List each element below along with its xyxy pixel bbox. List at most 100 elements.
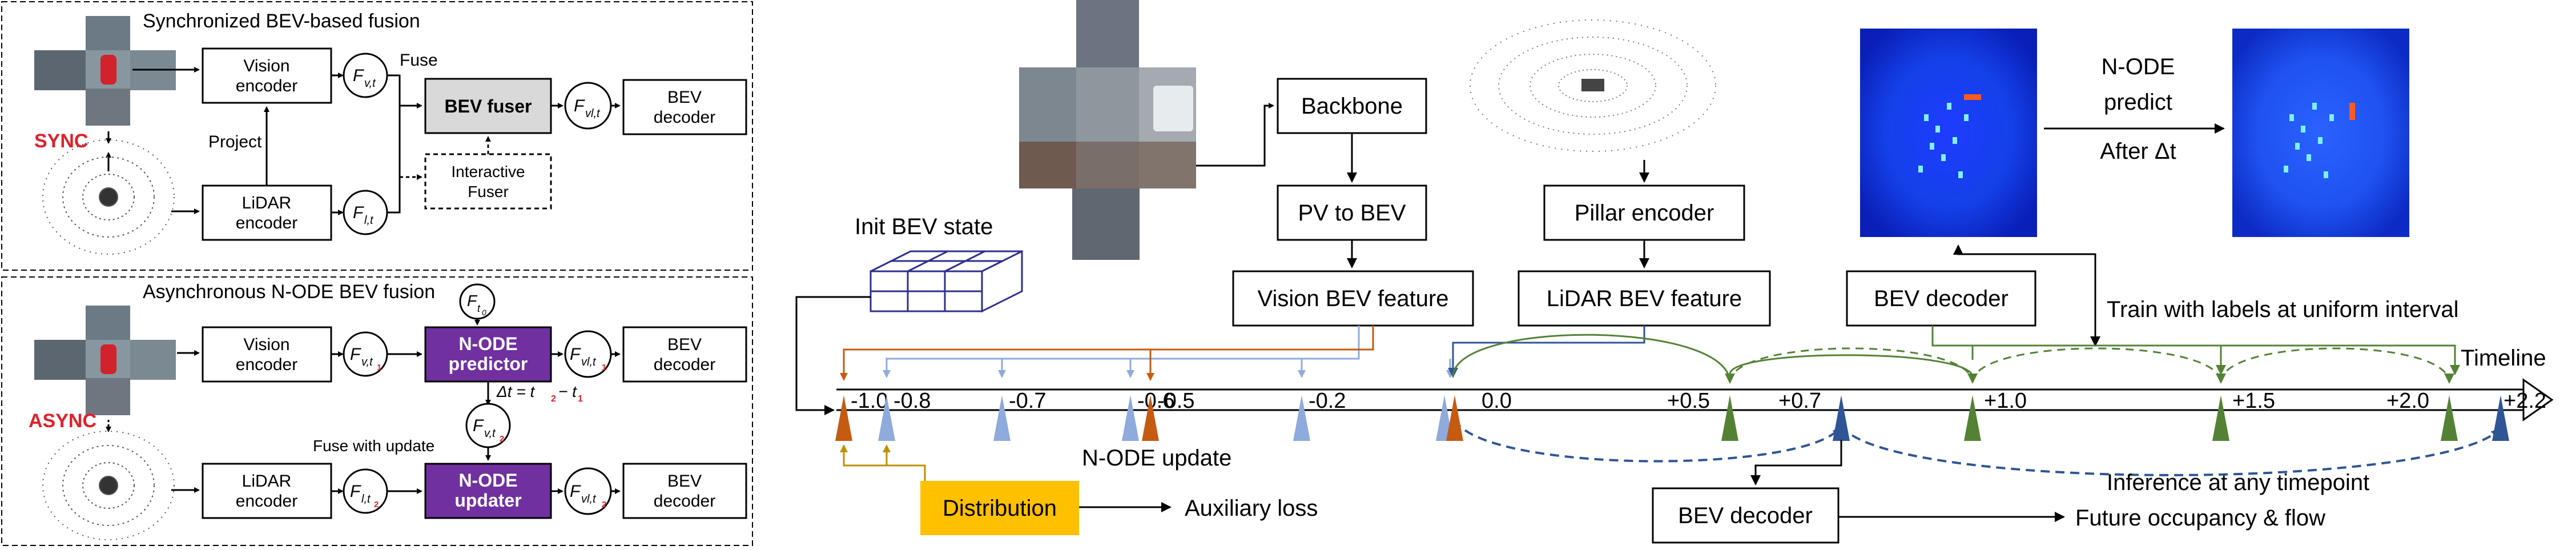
bev-decoder-top-label: BEV decoder xyxy=(1874,286,2009,311)
timeline-tick-label: -0.7 xyxy=(1009,389,1046,413)
timeline-tick-label: +0.5 xyxy=(1667,389,1710,413)
sync-fuse-label: Fuse xyxy=(400,51,438,70)
node-predict-l2: predict xyxy=(2104,90,2172,115)
timeline-ticks: -1.0 -0.8 -0.7 -0.6-0.5 -0.2 0.0 +0.5 +0.7 +1.0 +… xyxy=(835,389,2546,441)
async-bev-decoder-2-l2: decoder xyxy=(654,492,715,511)
sync-f-vt-sub: v,t xyxy=(364,77,376,90)
timeline-tick-label: +1.5 xyxy=(2232,389,2275,413)
async-f-vlt1-main: F xyxy=(570,345,581,364)
async-delta-t-sub1: 1 xyxy=(578,394,583,404)
timeline-tick-label: -1.0 xyxy=(851,389,888,413)
async-f-lt2-subsub: 2 xyxy=(374,500,379,509)
sync-bev-decoder-l1: BEV xyxy=(667,88,702,107)
sync-vision-encoder-l2: encoder xyxy=(236,77,297,95)
async-f-t0-sub: t xyxy=(477,303,481,314)
lidar-point-cloud xyxy=(1470,19,1716,152)
async-bev-decoder-1-l2: decoder xyxy=(654,355,715,374)
sync-vision-encoder-l1: Vision xyxy=(243,57,289,75)
async-fuse-with-update: Fuse with update xyxy=(313,437,434,455)
async-f-vt1-main: F xyxy=(350,345,361,364)
async-lidar-encoder xyxy=(202,463,332,519)
distribution-box xyxy=(920,481,1079,535)
train-labels-label: Train with labels at uniform interval xyxy=(2107,297,2459,322)
sync-project-label: Project xyxy=(208,133,262,151)
async-delta-t: Δt = t xyxy=(496,383,535,400)
sync-lidar-scan xyxy=(42,139,175,255)
timeline-tick-label: +2.2 xyxy=(2503,389,2546,413)
distribution-label: Distribution xyxy=(943,496,1057,521)
timeline-tick-label: +0.7 xyxy=(1778,389,1821,413)
async-lidar-encoder-l1: LiDAR xyxy=(242,472,292,491)
bev-decoder-bottom-label: BEV decoder xyxy=(1678,503,1813,528)
camera-image-collage xyxy=(1019,0,1196,260)
sync-lidar-encoder-l1: LiDAR xyxy=(242,194,292,212)
async-f-vt2-main: F xyxy=(473,416,484,435)
sync-f-vlt-sub: vl,t xyxy=(585,107,601,120)
label-marker xyxy=(2441,395,2458,441)
async-f-vlt2-main: F xyxy=(570,482,581,501)
bev-heatmap-current xyxy=(1860,29,2037,237)
timeline: Timeline xyxy=(836,346,2554,421)
label-marker xyxy=(2212,395,2229,441)
async-f-vlt2-sub: vl,t xyxy=(581,493,597,505)
sync-bev-decoder-l2: decoder xyxy=(654,108,715,127)
sync-interactive-fuser-l1: Interactive xyxy=(451,163,525,180)
async-delta-t-minus: − t xyxy=(558,383,577,400)
async-f-vt1-subsub: 1 xyxy=(377,363,381,372)
vision-marker xyxy=(993,395,1011,441)
timeline-tick-label: 0.0 xyxy=(1482,389,1512,413)
sync-f-vlt-main: F xyxy=(574,97,585,115)
sync-interactive-fuser xyxy=(424,153,552,210)
pv-to-bev-box xyxy=(1277,184,1427,241)
sync-f-vt-main: F xyxy=(353,66,364,85)
inference-any-label: Inference at any timepoint xyxy=(2107,470,2369,495)
sync-bev-decoder xyxy=(622,79,747,135)
bev-decoder-bottom-box xyxy=(1652,487,1840,544)
bev-heatmap-predicted xyxy=(2232,29,2409,237)
pv-to-bev-label: PV to BEV xyxy=(1298,200,1406,226)
pillar-encoder-label: Pillar encoder xyxy=(1575,200,1714,226)
async-node-updater-l1: N-ODE xyxy=(458,470,517,491)
label-marker xyxy=(1964,395,1981,441)
label-solid-arcs xyxy=(1452,326,2460,384)
sync-panel: Synchronized BEV-based fusion SYNC Visio… xyxy=(1,1,753,271)
timeline-label: Timeline xyxy=(2461,346,2546,371)
sync-title: Synchronized BEV-based fusion xyxy=(143,10,420,32)
async-panel: Asynchronous N-ODE BEV fusion ASYNC Visi… xyxy=(1,276,753,546)
async-node-updater-l2: updater xyxy=(454,490,521,511)
vision-feature-routes xyxy=(883,326,1454,378)
vision-marker xyxy=(1122,395,1139,441)
async-lidar-encoder-l2: encoder xyxy=(236,492,297,511)
async-camera-images xyxy=(34,306,176,415)
async-vision-encoder xyxy=(202,326,332,383)
right-panel: Backbone PV to BEV Vision BEV feature Pi… xyxy=(795,0,2554,544)
vision-marker xyxy=(878,395,895,441)
async-vision-encoder-l2: encoder xyxy=(236,355,297,374)
timeline-tick-label: +2.0 xyxy=(2386,389,2429,413)
sync-f-lt-main: F xyxy=(353,203,364,222)
lidar-marker xyxy=(1142,395,1159,441)
async-f-t0-subsub: 0 xyxy=(482,308,486,317)
sync-f-vt-node xyxy=(343,53,388,98)
vision-marker xyxy=(1293,395,1310,441)
future-occupancy-label: Future occupancy & flow xyxy=(2075,505,2325,531)
sync-lidar-encoder-l2: encoder xyxy=(236,214,297,232)
async-bev-decoder-2-l1: BEV xyxy=(667,472,702,491)
async-f-lt2-sub: l,t xyxy=(361,493,371,505)
inference-dashed-arcs xyxy=(1454,419,2502,476)
bev-heatmap-predicted-dots xyxy=(2284,103,2355,178)
sync-f-lt-sub: l,t xyxy=(364,214,374,227)
async-lidar-scan xyxy=(42,431,175,540)
timeline-tick-label: -0.8 xyxy=(893,389,931,413)
init-bev-state-grid xyxy=(870,250,1023,313)
async-vision-encoder-l1: Vision xyxy=(243,335,289,354)
sync-vision-encoder xyxy=(202,47,332,104)
async-bev-decoder-2 xyxy=(622,463,747,519)
backbone-label: Backbone xyxy=(1301,94,1403,119)
sync-f-vlt-node xyxy=(564,82,612,130)
lidar-bev-feature-box xyxy=(1518,270,1771,327)
lidar-marker xyxy=(1446,395,1463,441)
bev-heatmap-current-dots xyxy=(1918,94,1981,178)
distribution-routes xyxy=(840,444,926,483)
auxiliary-loss-label: Auxiliary loss xyxy=(1185,496,1318,521)
